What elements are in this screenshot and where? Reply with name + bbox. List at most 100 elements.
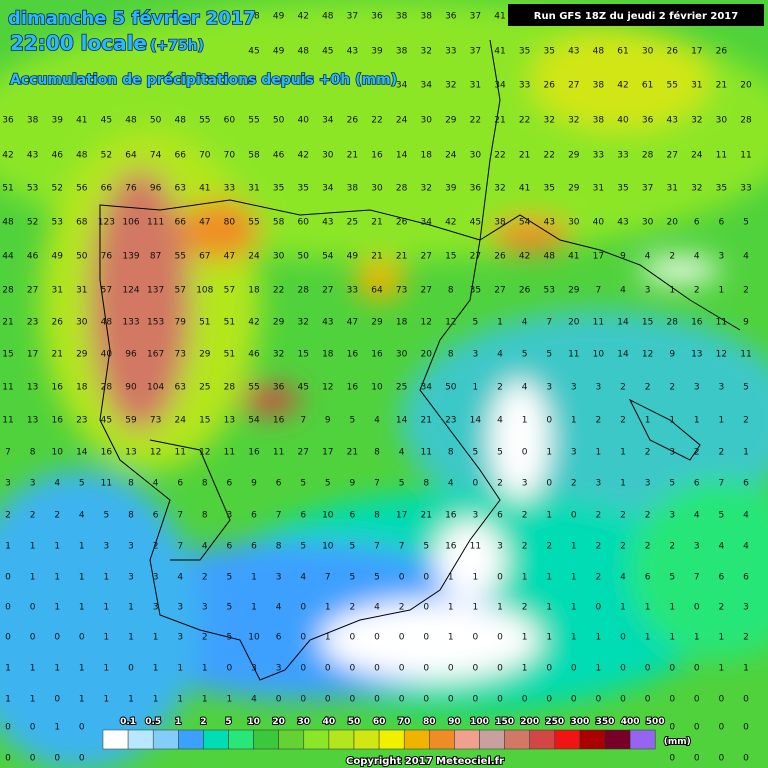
grid-value: 55	[174, 252, 185, 262]
grid-value: 2	[645, 383, 651, 393]
grid-value: 1	[473, 573, 479, 583]
grid-value: 5	[743, 383, 749, 393]
grid-value: 11	[420, 448, 431, 458]
grid-value: 10	[371, 383, 383, 393]
grid-value: 5	[399, 479, 405, 489]
grid-value: 31	[76, 286, 87, 296]
grid-value: 1	[473, 383, 479, 393]
grid-value: 0	[350, 695, 356, 705]
grid-value: 0	[5, 754, 11, 764]
grid-value: 20	[740, 81, 752, 91]
grid-value: 41	[568, 252, 579, 262]
grid-value: 2	[620, 542, 626, 552]
grid-value: 0	[30, 723, 36, 733]
grid-value: 1	[694, 416, 700, 426]
grid-value: 43	[543, 218, 554, 228]
grid-value: 55	[248, 116, 259, 126]
grid-value: 3	[128, 573, 134, 583]
grid-value: 11	[716, 318, 727, 328]
grid-value: 10	[593, 350, 605, 360]
grid-value: 1	[571, 542, 577, 552]
grid-value: 3	[276, 573, 282, 583]
grid-value: 45	[470, 218, 481, 228]
grid-value: 0	[719, 723, 725, 733]
grid-value: 1	[251, 573, 257, 583]
grid-value: 55	[666, 81, 677, 91]
grid-value: 4	[374, 416, 380, 426]
grid-value: 3	[669, 511, 675, 521]
grid-value: 5	[473, 318, 479, 328]
grid-value: 48	[248, 12, 260, 22]
grid-value: 2	[5, 511, 11, 521]
grid-value: 17	[691, 47, 702, 57]
legend-swatch	[253, 729, 279, 750]
grid-value: 3	[719, 252, 725, 262]
grid-value: 3	[153, 573, 159, 583]
grid-value: 0	[128, 664, 134, 674]
grid-value: 4	[645, 252, 651, 262]
grid-value: 2	[694, 286, 700, 296]
grid-value: 28	[666, 318, 678, 328]
grid-value: 0	[399, 695, 405, 705]
grid-value: 15	[445, 252, 456, 262]
grid-value: 0	[423, 695, 429, 705]
grid-value: 27	[297, 448, 308, 458]
grid-value: 0	[743, 695, 749, 705]
grid-value: 0	[374, 664, 380, 674]
grid-value: 46	[27, 252, 39, 262]
grid-value: 43	[617, 218, 628, 228]
grid-value: 18	[248, 286, 260, 296]
grid-value: 1	[30, 695, 36, 705]
grid-value: 0	[497, 573, 503, 583]
grid-value: 1	[5, 542, 11, 552]
grid-value: 56	[76, 184, 88, 194]
grid-value: 36	[445, 12, 457, 22]
grid-value: 0	[645, 664, 651, 674]
grid-value: 0	[546, 664, 552, 674]
grid-value: 20	[666, 218, 678, 228]
grid-value: 27	[420, 286, 431, 296]
grid-value: 22	[543, 151, 554, 161]
grid-value: 17	[396, 511, 407, 521]
grid-value: 1	[177, 695, 183, 705]
grid-value: 48	[101, 318, 113, 328]
grid-value: 0	[325, 695, 331, 705]
grid-value: 10	[248, 633, 260, 643]
grid-value: 27	[470, 252, 481, 262]
grid-value: 36	[2, 116, 14, 126]
grid-value: 11	[740, 350, 751, 360]
grid-value: 73	[174, 350, 185, 360]
grid-value: 1	[497, 318, 503, 328]
grid-value: 8	[276, 542, 282, 552]
grid-value: 60	[297, 218, 309, 228]
grid-value: 32	[543, 116, 554, 126]
grid-value: 1	[30, 664, 36, 674]
grid-value: 49	[273, 47, 285, 57]
grid-value: 64	[125, 151, 137, 161]
grid-value: 31	[691, 81, 702, 91]
grid-value: 37	[347, 12, 358, 22]
grid-value: 17	[322, 448, 333, 458]
grid-value: 18	[322, 350, 334, 360]
legend-swatch	[604, 729, 631, 750]
grid-value: 16	[51, 383, 63, 393]
grid-value: 28	[740, 116, 752, 126]
grid-value: 17	[593, 252, 604, 262]
grid-value: 28	[101, 383, 113, 393]
grid-value: 28	[642, 151, 654, 161]
grid-value: 30	[642, 218, 654, 228]
grid-value: 60	[224, 116, 236, 126]
grid-value: 0	[546, 695, 552, 705]
grid-value: 1	[79, 603, 85, 613]
legend-label: 350	[596, 717, 615, 727]
grid-value: 12	[642, 350, 653, 360]
grid-value: 1	[669, 416, 675, 426]
grid-value: 4	[620, 573, 626, 583]
grid-value: 55	[248, 218, 259, 228]
grid-value: 34	[420, 218, 432, 228]
grid-value: 32	[297, 318, 308, 328]
grid-value: 7	[177, 542, 183, 552]
grid-value: 2	[694, 448, 700, 458]
grid-value: 0	[522, 448, 528, 458]
grid-value: 1	[669, 603, 675, 613]
